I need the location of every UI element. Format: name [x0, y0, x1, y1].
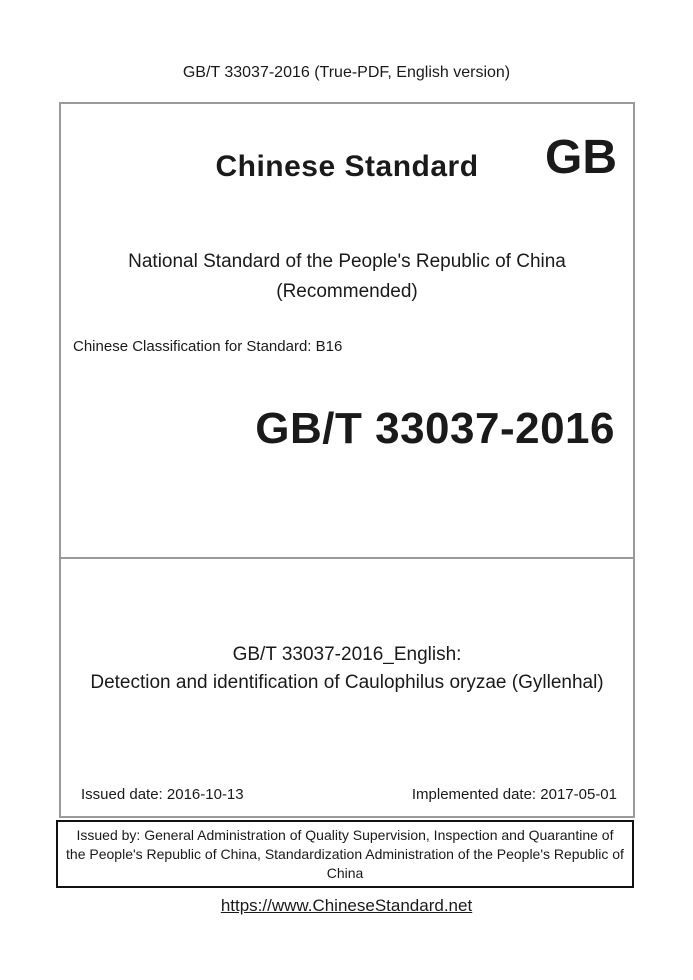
national-standard-subtitle: National Standard of the People's Republ…	[61, 247, 633, 307]
implemented-date-label: Implemented date: 2017-05-01	[411, 786, 617, 803]
issued-date-label: Issued date: 2016-10-13	[81, 786, 244, 803]
subtitle-line-2: (Recommended)	[276, 281, 418, 302]
brand-title: Chinese Standard	[215, 150, 479, 183]
standard-number: GB/T 33037-2016	[255, 404, 615, 453]
english-title: GB/T 33037-2016_English: Detection and i…	[61, 641, 633, 697]
english-title-line-2: Detection and identification of Caulophi…	[90, 672, 604, 693]
subtitle-line-1: National Standard of the People's Republ…	[128, 251, 566, 272]
issuer-line: China	[326, 865, 364, 881]
gb-logo: GB	[545, 131, 617, 184]
english-title-line-1: GB/T 33037-2016_English:	[232, 644, 462, 665]
issuer-box: Issued by: General Administration of Qua…	[56, 820, 634, 888]
document-footer: https://www.ChineseStandard.net	[0, 896, 693, 916]
cover-box: Chinese Standard GB National Standard of…	[59, 102, 635, 818]
section-divider	[61, 557, 633, 559]
issuer-line: Issued by: General Administration of Qua…	[76, 827, 614, 843]
footer-link[interactable]: https://www.ChineseStandard.net	[220, 896, 473, 915]
classification-label: Chinese Classification for Standard: B16	[73, 338, 343, 355]
document-header-title: GB/T 33037-2016 (True-PDF, English versi…	[182, 64, 511, 81]
issuer-line: the People's Republic of China, Standard…	[66, 846, 624, 862]
dates-row: Issued date: 2016-10-13 Implemented date…	[81, 786, 617, 803]
